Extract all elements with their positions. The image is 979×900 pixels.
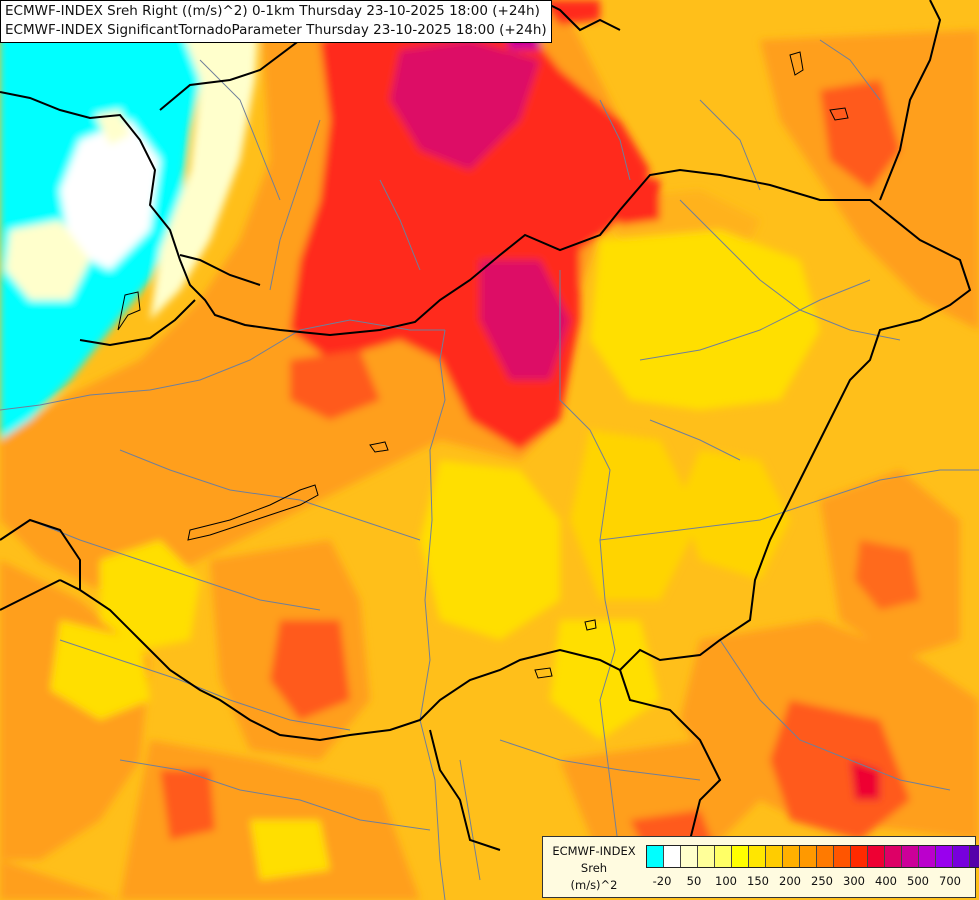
legend-tick-label: 400 — [875, 874, 897, 888]
legend-source: ECMWF-INDEX — [552, 844, 636, 858]
legend-swatch-16 — [919, 846, 936, 867]
title-line-stp: ECMWF-INDEX SignificantTornadoParameter … — [5, 22, 547, 38]
legend-tick-label: 700 — [939, 874, 961, 888]
legend-parameter: Sreh — [580, 861, 608, 875]
legend-tick-label: 50 — [686, 874, 702, 888]
legend-swatch-0 — [647, 846, 664, 867]
legend-swatch-6 — [749, 846, 766, 867]
legend-swatch-8 — [783, 846, 800, 867]
map-title: ECMWF-INDEX Sreh Right ((m/s)^2) 0-1km T… — [0, 0, 552, 43]
legend-swatch-1 — [664, 846, 681, 867]
legend-swatch-5 — [732, 846, 749, 867]
legend-swatch-17 — [936, 846, 953, 867]
legend-swatch-10 — [817, 846, 834, 867]
color-legend: ECMWF-INDEX Sreh (m/s)^2 -20 50 100 150 200 2… — [542, 836, 979, 898]
legend-swatch-14 — [885, 846, 902, 867]
legend-unit: (m/s)^2 — [570, 878, 618, 892]
legend-tick-label: -20 — [652, 874, 672, 888]
legend-tick-label: 500 — [907, 874, 929, 888]
legend-title: ECMWF-INDEX Sreh (m/s)^2 — [546, 843, 642, 894]
legend-tick-label: 300 — [843, 874, 865, 888]
legend-swatch-19 — [970, 846, 979, 867]
legend-swatch-12 — [851, 846, 868, 867]
legend-swatch-4 — [715, 846, 732, 867]
legend-tick-label: 100 — [715, 874, 737, 888]
legend-tick-label: 250 — [811, 874, 833, 888]
legend-swatch-13 — [868, 846, 885, 867]
legend-swatch-9 — [800, 846, 817, 867]
legend-swatch-7 — [766, 846, 783, 867]
legend-swatch-15 — [902, 846, 919, 867]
lakes — [117, 51, 849, 679]
legend-swatch-11 — [834, 846, 851, 867]
legend-tick-label: 150 — [747, 874, 769, 888]
legend-ticks: -20 50 100 150 200 250 300 400 500 700 — [646, 874, 974, 890]
legend-swatches — [646, 845, 979, 868]
title-line-sreh: ECMWF-INDEX Sreh Right ((m/s)^2) 0-1km T… — [5, 3, 540, 19]
legend-swatch-3 — [698, 846, 715, 867]
legend-tick-label: 200 — [779, 874, 801, 888]
legend-swatch-18 — [953, 846, 970, 867]
river-lines — [0, 39, 979, 900]
legend-swatch-2 — [681, 846, 698, 867]
